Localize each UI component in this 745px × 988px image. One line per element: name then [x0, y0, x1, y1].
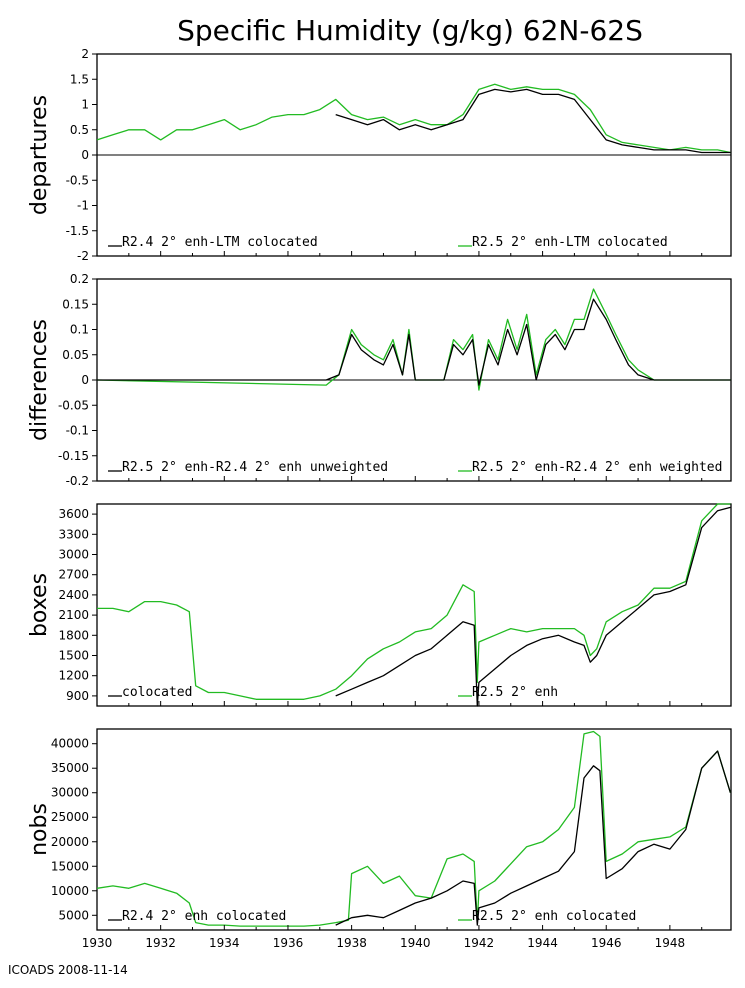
- legend-label: R2.4 2° enh colocated: [122, 909, 286, 924]
- y-tick-label: 1200: [58, 669, 89, 683]
- plot-frame: [96, 503, 732, 707]
- y-axis-label: differences: [27, 319, 52, 441]
- y-tick-label: 0: [81, 148, 89, 162]
- y-tick-label: -0.1: [66, 424, 89, 438]
- y-tick-label: 0.05: [62, 348, 89, 362]
- nobs-panel: 40000 35000 30000 25000 20000 15000 10000 5000 n…: [27, 728, 732, 931]
- y-tick-label: 3000: [58, 548, 89, 562]
- y-tick-label: 1500: [58, 649, 89, 663]
- plot-frame: [96, 728, 732, 931]
- y-tick-label: -0.05: [58, 398, 89, 412]
- y-tick-label: 2400: [58, 588, 89, 602]
- legend-label: R2.5 2° enh-R2.4 2° enh weighted: [472, 460, 722, 475]
- legend-label: R2.5 2° enh: [472, 685, 558, 700]
- y-tick-label: -1.5: [66, 224, 89, 238]
- y-tick-label: 20000: [51, 835, 89, 849]
- x-tick-label: 1944: [527, 936, 558, 950]
- y-tick-label: 0.1: [70, 323, 89, 337]
- y-tick-label: 0.2: [70, 272, 89, 286]
- differences-panel: 0.2 0.15 0.1 0.05 0 -0.05 -0.1 -0.15 -0.2 differe…: [27, 272, 732, 488]
- y-tick-label: 3600: [58, 507, 89, 521]
- series-line-1: [97, 298, 731, 386]
- x-tick-label: 1930: [82, 936, 113, 950]
- x-tick-label: 1934: [209, 936, 240, 950]
- series-line-1: [335, 88, 731, 154]
- legend-label: R2.5 2° enh-R2.4 2° enh unweighted: [122, 460, 388, 475]
- y-tick-label: 15000: [51, 859, 89, 873]
- x-tick-label: 1948: [655, 936, 686, 950]
- y-tick-label: -0.2: [66, 474, 89, 488]
- boxes-panel: 3600 3300 3000 2700 2400 2100 1800 1500 1200 900 b…: [27, 503, 732, 707]
- y-tick-label: 10000: [51, 884, 89, 898]
- series-line-2: [96, 288, 731, 391]
- series-line-2: [96, 83, 731, 154]
- y-axis-label: boxes: [27, 573, 52, 637]
- y-tick-label: 40000: [51, 737, 89, 751]
- legend-label: colocated: [122, 685, 192, 700]
- legend-label: R2.4 2° enh-LTM colocated: [122, 235, 318, 250]
- y-tick-label: 2700: [58, 568, 89, 582]
- y-tick-label: 0: [81, 373, 89, 387]
- y-tick-label: 3300: [58, 527, 89, 541]
- y-tick-label: 900: [66, 689, 89, 703]
- y-tick-label: 0.5: [70, 123, 89, 137]
- y-tick-label: 35000: [51, 761, 89, 775]
- x-tick-label: 1932: [145, 936, 176, 950]
- y-axis-label: nobs: [27, 803, 52, 856]
- y-tick-label: 2100: [58, 608, 89, 622]
- y-tick-label: 1: [81, 98, 89, 112]
- y-tick-label: 2: [81, 47, 89, 61]
- y-tick-label: -0.15: [58, 449, 89, 463]
- series-line-2: [96, 730, 732, 927]
- footer-source: ICOADS 2008-11-14: [8, 963, 128, 977]
- y-tick-label: 1.5: [70, 72, 89, 86]
- x-tick-label: 1942: [464, 936, 495, 950]
- x-axis: 1930 1932 1934 1936 1938 1940 1942 1944 1946 1948: [82, 936, 685, 950]
- y-tick-label: 25000: [51, 810, 89, 824]
- y-tick-label: -1: [77, 199, 89, 213]
- series-line-1: [335, 506, 731, 707]
- x-tick-label: 1936: [273, 936, 304, 950]
- y-tick-label: 30000: [51, 786, 89, 800]
- y-tick-label: -2: [77, 249, 89, 263]
- y-tick-label: 5000: [58, 908, 89, 922]
- departures-panel: 2 1.5 1 0.5 0 -0.5 -1 -1.5 -2 departures R2.4 2° e…: [27, 47, 732, 263]
- y-tick-label: 0.15: [62, 297, 89, 311]
- legend-label: R2.5 2° enh-LTM colocated: [472, 235, 668, 250]
- series-line-1: [335, 750, 732, 926]
- y-tick-label: 1800: [58, 628, 89, 642]
- y-axis-label: departures: [27, 95, 52, 215]
- chart-title: Specific Humidity (g/kg) 62N-62S: [177, 14, 643, 47]
- series-line-2: [97, 503, 731, 700]
- y-tick-label: -0.5: [66, 173, 89, 187]
- x-tick-label: 1940: [400, 936, 431, 950]
- x-tick-label: 1938: [336, 936, 367, 950]
- legend-label: R2.5 2° enh colocated: [472, 909, 636, 924]
- x-tick-label: 1946: [591, 936, 622, 950]
